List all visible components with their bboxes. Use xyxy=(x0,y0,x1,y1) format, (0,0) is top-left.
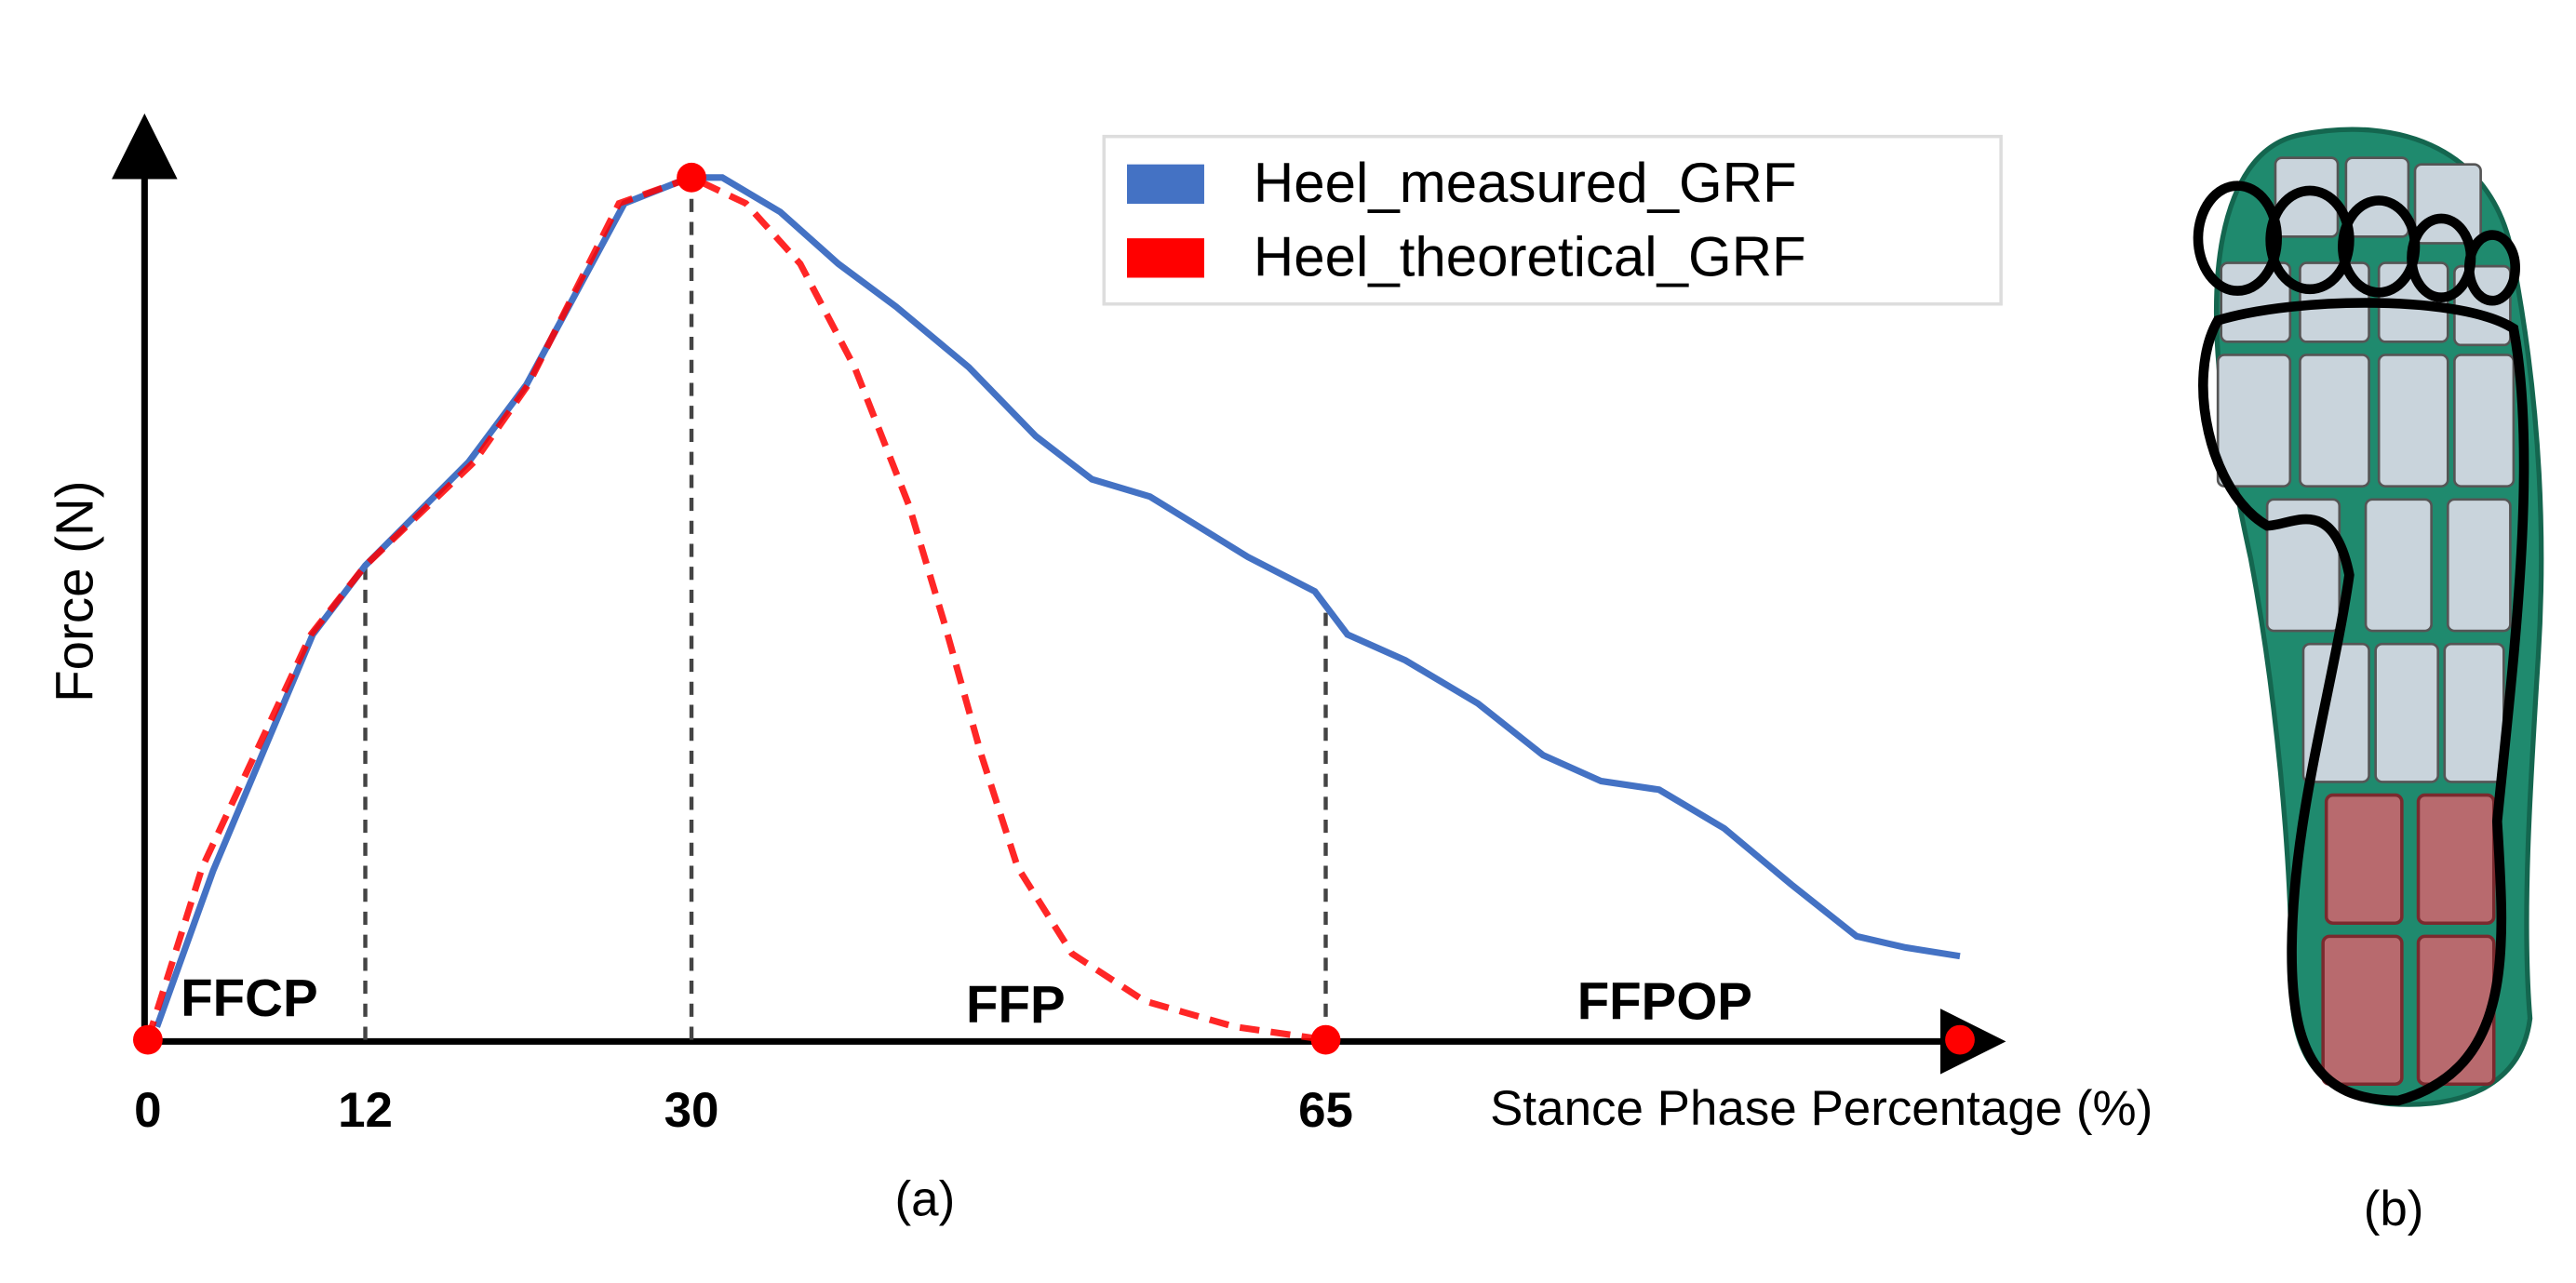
phase-label: FFPOP xyxy=(1577,971,1752,1030)
legend-box xyxy=(1102,134,2003,306)
x-tick-label: 30 xyxy=(664,1083,719,1138)
legend-swatch xyxy=(1127,164,1204,205)
insole-illustration xyxy=(2193,127,2544,1107)
x-tick-label: 12 xyxy=(338,1083,393,1138)
y-axis-label: Force (N) xyxy=(46,480,104,702)
legend: Heel_measured_GRF Heel_theoretical_GRF xyxy=(1102,134,2003,306)
foot-outline xyxy=(2193,180,2529,1106)
phase-point xyxy=(1945,1024,1975,1055)
phase-label: FFP xyxy=(966,975,1066,1034)
line-series xyxy=(144,173,1327,1044)
phase-label: FFCP xyxy=(181,969,317,1027)
caption: (a) xyxy=(895,1171,956,1226)
x-axis-label: Stance Phase Percentage (%) xyxy=(1490,1081,2153,1136)
heel-sensors xyxy=(2321,793,2496,1087)
legend-label: Heel_measured_GRF xyxy=(1254,152,1797,214)
phase-point xyxy=(677,162,706,193)
caption: (b) xyxy=(2364,1182,2424,1236)
x-tick-label: 65 xyxy=(1298,1083,1353,1138)
x-tick-label: 0 xyxy=(134,1083,161,1138)
phase-point xyxy=(1310,1024,1341,1055)
phase-point xyxy=(132,1024,163,1055)
legend-label: Heel_theoretical_GRF xyxy=(1254,226,1806,288)
legend-swatch xyxy=(1127,238,1204,278)
